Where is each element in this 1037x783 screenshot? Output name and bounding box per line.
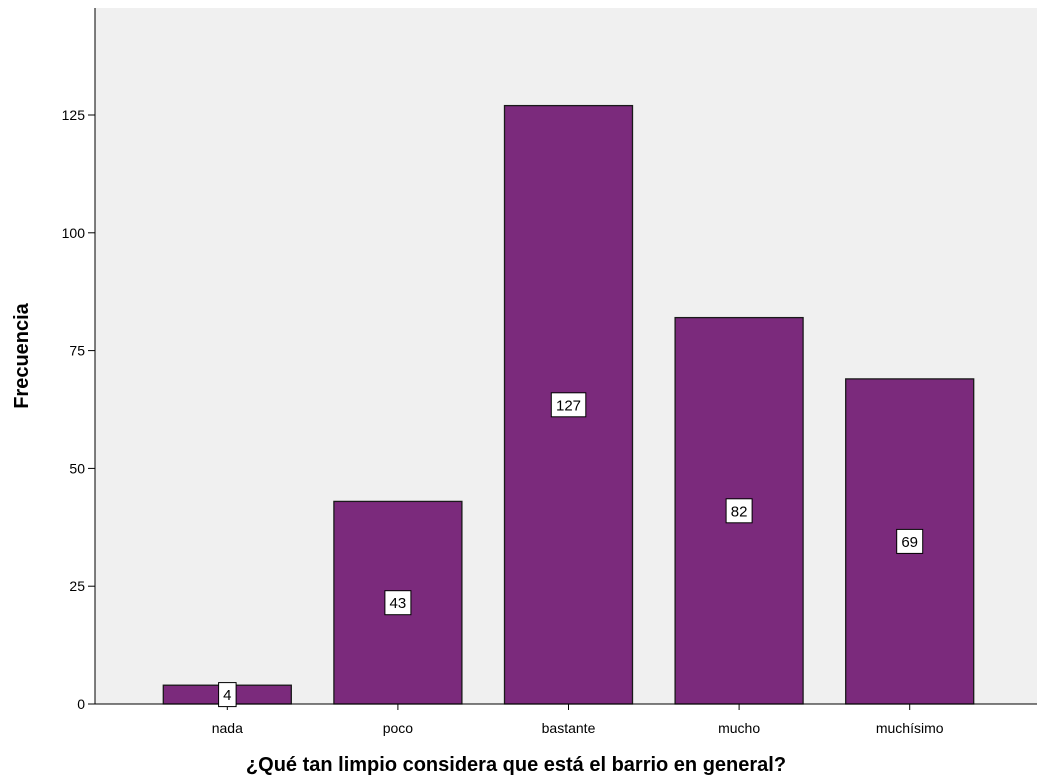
y-tick-label: 75 <box>69 343 85 359</box>
y-tick-label: 100 <box>62 225 86 241</box>
data-label: 127 <box>550 392 587 418</box>
data-label-box <box>218 682 237 708</box>
data-label-text: 43 <box>390 595 407 612</box>
data-label-box <box>896 528 924 554</box>
y-tick-label: 125 <box>62 107 86 123</box>
y-tick-label: 25 <box>69 578 85 594</box>
y-tick-label: 50 <box>69 460 85 476</box>
y-axis-title: Frecuencia <box>11 302 33 408</box>
y-ticks: 0 25 50 75 100 125 <box>62 107 95 712</box>
data-label-box <box>384 590 412 616</box>
x-ticks: nada poco bastante mucho muchísimo <box>212 704 944 736</box>
x-axis-title: ¿Qué tan limpio considera que está el ba… <box>246 754 786 776</box>
data-labels: 4 43 127 82 69 <box>218 392 924 708</box>
data-label-text: 4 <box>223 687 231 704</box>
data-label: 4 <box>218 682 237 708</box>
x-tick-label: poco <box>383 720 414 736</box>
x-tick-label: muchísimo <box>876 720 944 736</box>
bars-layer <box>162 104 975 705</box>
x-tick-label: mucho <box>718 720 760 736</box>
data-label: 82 <box>725 498 753 524</box>
data-label: 69 <box>896 528 924 554</box>
data-label-text: 69 <box>901 534 918 551</box>
data-label-box <box>725 498 753 524</box>
y-tick-label: 0 <box>77 696 85 712</box>
data-label-text: 82 <box>731 503 748 520</box>
data-label-box <box>550 392 587 418</box>
data-label: 43 <box>384 590 412 616</box>
data-label-text: 127 <box>556 397 581 414</box>
x-tick-label: nada <box>212 720 243 736</box>
x-tick-label: bastante <box>542 720 596 736</box>
